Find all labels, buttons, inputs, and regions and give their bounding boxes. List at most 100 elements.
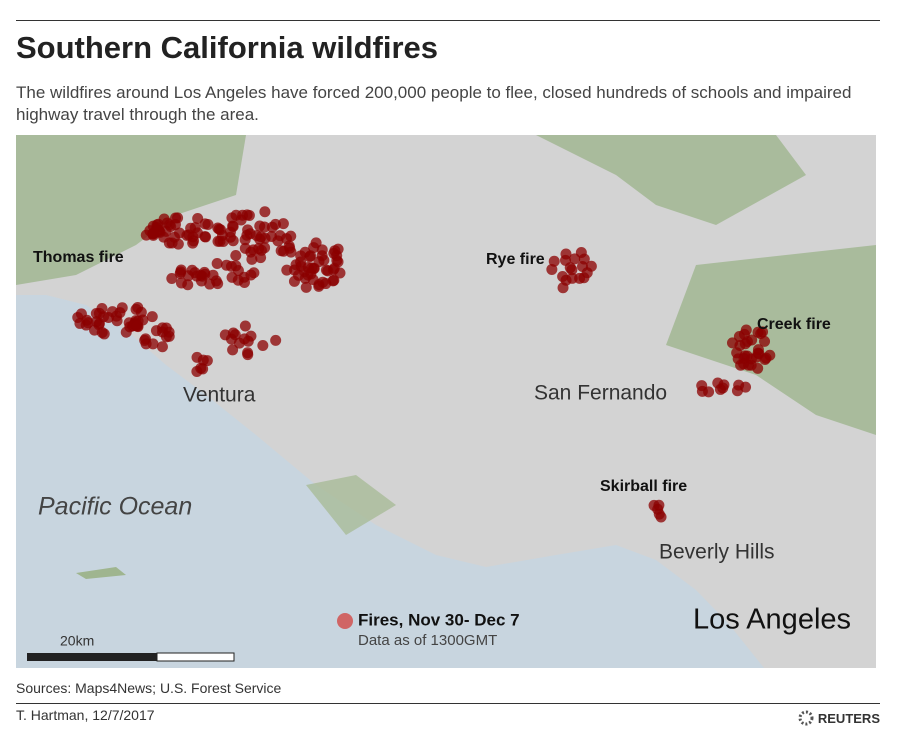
place-label: Los Angeles: [693, 604, 851, 636]
fire-dot: [242, 347, 254, 359]
fire-dot: [243, 209, 255, 221]
fire-dot: [548, 255, 560, 267]
fire-dot: [269, 218, 281, 230]
map: Thomas fire Rye fire Creek fire Skirball…: [16, 135, 876, 668]
fire-dot: [752, 362, 764, 374]
fire-dot: [560, 254, 572, 266]
fire-dot: [313, 256, 325, 268]
fire-dot: [156, 322, 168, 334]
fire-dot: [277, 218, 289, 230]
fire-dot: [757, 326, 769, 338]
fire-dot: [285, 246, 297, 258]
fire-dot: [752, 347, 764, 359]
fire-label: Skirball fire: [600, 478, 687, 495]
fire-dot: [120, 326, 132, 338]
subtitle: The wildfires around Los Angeles have fo…: [16, 83, 852, 124]
fire-dot: [560, 274, 572, 286]
fire-dot: [257, 339, 269, 351]
fire-dot: [239, 333, 251, 345]
fire-dot: [259, 232, 271, 244]
fire-dot: [732, 353, 744, 365]
fire-dot: [270, 334, 282, 346]
fire-dot: [211, 257, 223, 269]
fire-dot: [90, 307, 102, 319]
fire-dot: [288, 275, 300, 287]
fire-dot: [227, 235, 239, 247]
fire-dot: [82, 317, 94, 329]
fire-dot: [653, 499, 665, 511]
fire-dot: [74, 317, 86, 329]
fire-dot: [254, 220, 266, 232]
fire-dot: [181, 229, 193, 241]
fire-dot: [239, 320, 251, 332]
fire-dot: [272, 235, 284, 247]
fire-dot: [566, 264, 578, 276]
fire-dot: [305, 268, 317, 280]
fire-dot: [106, 306, 118, 318]
scale-bar: [27, 653, 157, 661]
logo: REUTERS: [798, 710, 880, 726]
fire-dot: [760, 352, 772, 364]
fire-dot: [191, 351, 203, 363]
fire-dot: [733, 331, 745, 343]
fire-dot: [116, 302, 128, 314]
fire-dot: [212, 278, 224, 290]
top-rule: [16, 20, 880, 21]
fire-dot: [255, 252, 267, 264]
fire-dot: [230, 250, 242, 262]
fire-label: Rye fire: [486, 251, 545, 268]
fire-dot: [226, 212, 238, 224]
fire-dot: [140, 338, 152, 350]
fire-dot: [242, 224, 254, 236]
fire-dot: [160, 225, 172, 237]
fire-dot: [281, 264, 293, 276]
fire-dot: [182, 279, 194, 291]
fire-dot: [227, 327, 239, 339]
legend-note: Data as of 1300GMT: [358, 632, 497, 649]
place-label: San Fernando: [534, 382, 667, 405]
fire-dot: [740, 381, 752, 393]
fire-dot: [146, 311, 158, 323]
fire-dot: [235, 214, 247, 226]
title: Southern California wildfires: [16, 30, 438, 65]
fire-dot: [259, 206, 271, 218]
bottom-rule: [16, 703, 880, 704]
fire-dot: [759, 335, 771, 347]
island: [76, 567, 126, 579]
fire-dot: [207, 269, 219, 281]
fire-dot: [655, 511, 667, 523]
scale-label: 20km: [60, 633, 94, 649]
forest: [536, 135, 806, 225]
forest: [666, 245, 876, 435]
scale-bar: [156, 652, 235, 662]
fire-dot: [575, 247, 587, 259]
fire-dot: [280, 233, 292, 245]
fire-dot: [166, 237, 178, 249]
fire-dot: [331, 250, 343, 262]
legend-marker: [337, 613, 353, 629]
fire-dot: [259, 242, 271, 254]
place-label: Beverly Hills: [659, 541, 775, 564]
fire-dot: [295, 256, 307, 268]
forest: [16, 135, 246, 285]
fire-dot: [718, 379, 730, 391]
fire-dot: [245, 269, 257, 281]
credit: T. Hartman, 12/7/2017: [16, 707, 155, 723]
fire-dot: [740, 324, 752, 336]
logo-mark: [798, 710, 814, 726]
fire-dot: [93, 319, 105, 331]
fire-dot: [300, 281, 312, 293]
fire-dot: [156, 341, 168, 353]
ocean-label: Pacific Ocean: [38, 493, 192, 521]
fire-dot: [308, 242, 320, 254]
fire-dot: [175, 264, 187, 276]
fire-label: Creek fire: [757, 316, 831, 333]
fire-dot: [170, 212, 182, 224]
fire-dot: [198, 266, 210, 278]
fire-dot: [225, 260, 237, 272]
sources: Sources: Maps4News; U.S. Forest Service: [16, 680, 282, 696]
fire-dot: [696, 385, 708, 397]
fire-label: Thomas fire: [33, 249, 124, 266]
legend-title: Fires, Nov 30- Dec 7: [358, 610, 520, 629]
